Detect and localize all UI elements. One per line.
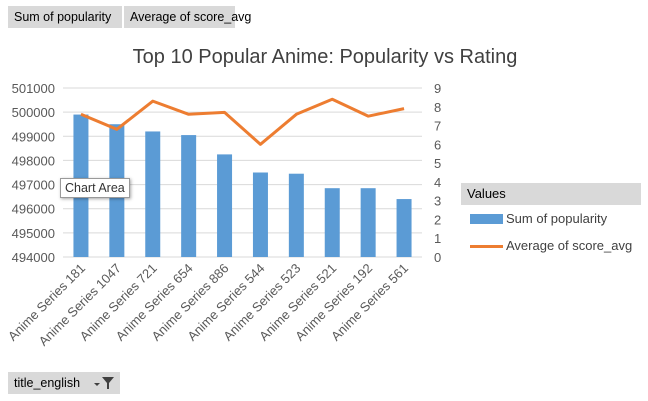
chart-area-tooltip: Chart Area <box>60 178 130 198</box>
right-axis: 0 1 2 3 4 5 6 7 8 9 <box>434 81 441 265</box>
sum-of-popularity-field-button[interactable]: Sum of popularity <box>8 6 122 28</box>
bar[interactable] <box>252 172 268 258</box>
right-axis-tick-label: 7 <box>434 119 441 134</box>
right-axis-tick-label: 0 <box>434 250 441 265</box>
score-line[interactable] <box>80 97 405 146</box>
right-axis-tick-label: 1 <box>434 231 441 246</box>
left-axis-tick-label: 499000 <box>12 129 55 144</box>
right-axis-tick-label: 3 <box>434 194 441 209</box>
bar[interactable] <box>181 135 197 257</box>
filter-dropdown-icon[interactable] <box>92 375 116 391</box>
right-axis-tick-label: 9 <box>434 81 441 96</box>
bar[interactable] <box>288 173 304 257</box>
left-axis-tick-label: 494000 <box>12 250 55 265</box>
legend-title: Values <box>461 183 641 205</box>
right-axis-tick-label: 8 <box>434 100 441 115</box>
filter-field-label: title_english <box>14 376 81 390</box>
bar[interactable] <box>145 131 161 257</box>
bar[interactable] <box>217 154 233 257</box>
right-axis-tick-label: 6 <box>434 137 441 152</box>
left-axis-tick-label: 498000 <box>12 153 55 168</box>
average-of-score-field-button[interactable]: Average of score_avg <box>124 6 251 28</box>
right-axis-tick-label: 5 <box>434 156 441 171</box>
legend-bar-swatch <box>470 214 503 224</box>
legend-item-popularity: Sum of popularity <box>506 211 608 226</box>
legend-line-swatch <box>470 245 503 248</box>
chart-title: Top 10 Popular Anime: Popularity vs Rati… <box>133 46 518 68</box>
legend-item-score: Average of score_avg <box>506 238 633 253</box>
left-axis-tick-label: 501000 <box>12 81 55 96</box>
right-axis-tick-label: 4 <box>434 175 441 190</box>
left-axis: 494000 495000 496000 497000 498000 499000 5000… <box>12 81 55 265</box>
line-series <box>80 97 405 146</box>
left-axis-tick-label: 500000 <box>12 105 55 120</box>
right-axis-tick-label: 2 <box>434 212 441 227</box>
left-axis-tick-label: 496000 <box>12 202 55 217</box>
left-axis-tick-label: 495000 <box>12 226 55 241</box>
left-axis-tick-label: 497000 <box>12 178 55 193</box>
bar[interactable] <box>396 199 412 257</box>
bar[interactable] <box>360 188 376 257</box>
bar[interactable] <box>324 188 340 257</box>
title-english-filter-button[interactable]: title_english <box>8 372 120 394</box>
